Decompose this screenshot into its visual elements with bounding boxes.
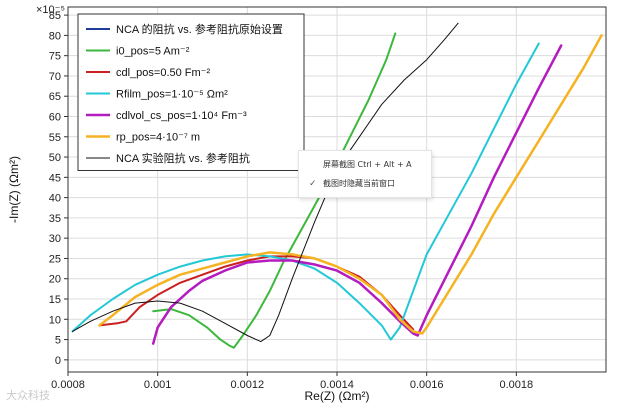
x-axis-label: Re(Z) (Ωm²) — [305, 389, 370, 403]
series-line-5 — [98, 34, 603, 335]
y-tick-label: 50 — [49, 152, 61, 164]
grid-lines — [67, 7, 606, 372]
y-tick-label: 85 — [49, 10, 61, 22]
y-tick-label: 25 — [49, 253, 61, 265]
series-line-4 — [151, 44, 563, 345]
y-tick-label: 10 — [49, 314, 61, 326]
x-tick-label: 0.0018 — [500, 379, 534, 391]
legend-entry: cdlvol_cs_pos=1·10⁴ Fm⁻³ — [116, 110, 247, 122]
y-tick-label: 5 — [55, 335, 61, 347]
y-axis-label: -Im(Z) (Ωm²) — [7, 156, 21, 223]
y-tick-label: 45 — [49, 172, 61, 184]
menu-item-hide-window[interactable]: 截图时隐藏当前窗口 — [323, 179, 395, 188]
y-tick-label: 60 — [49, 112, 61, 124]
legend-box — [77, 13, 305, 171]
series-line-1 — [152, 32, 397, 349]
menu-item-screenshot[interactable]: 屏幕截图 Ctrl + Alt + A — [323, 160, 412, 169]
y-axis-multiplier: ×10⁻⁵ — [36, 4, 65, 16]
axis-ticks: 0.0008 0.001 0.0012 0.0014 0.0016 0.0018 0 5 10 1… — [49, 10, 533, 391]
x-tick-label: 0.0008 — [51, 379, 85, 391]
y-tick-label: 20 — [49, 274, 61, 286]
series-layer — [71, 22, 603, 349]
legend-entry: NCA 的阻抗 vs. 参考阻抗原始设置 — [116, 22, 283, 36]
y-tick-label: 70 — [49, 71, 61, 83]
legend-entry: NCA 实验阻抗 vs. 参考阻抗 — [116, 151, 250, 165]
x-tick-label: 0.001 — [144, 379, 172, 391]
watermark: 大众科技 — [6, 389, 50, 402]
checkmark-icon: ✓ — [309, 179, 317, 189]
x-tick-label: 0.0016 — [410, 379, 444, 391]
y-tick-label: 0 — [55, 355, 61, 367]
y-tick-label: 40 — [49, 193, 61, 205]
y-tick-label: 65 — [49, 91, 61, 103]
context-menu: 屏幕截图 Ctrl + Alt + A ✓ 截图时隐藏当前窗口 — [298, 150, 432, 198]
x-tick-label: 0.0014 — [320, 379, 354, 391]
x-tick-label: 0.0012 — [231, 379, 265, 391]
legend-entry: Rfilm_pos=1·10⁻⁵ Ωm² — [116, 89, 228, 101]
y-tick-label: 30 — [49, 233, 61, 245]
series-line-6 — [72, 22, 459, 343]
y-tick-label: 35 — [49, 213, 61, 225]
legend-entry: rp_pos=4·10⁻⁷ m — [116, 132, 200, 144]
legend-entry: cdl_pos=0.50 Fm⁻² — [116, 67, 210, 79]
y-tick-label: 80 — [49, 30, 61, 42]
series-line-2 — [98, 255, 415, 331]
legend: NCA 的阻抗 vs. 参考阻抗原始设置 i0_pos=5 Am⁻² cdl_pos… — [77, 13, 305, 171]
legend-entry: i0_pos=5 Am⁻² — [116, 46, 190, 58]
y-tick-label: 75 — [49, 51, 61, 63]
y-tick-label: 55 — [49, 132, 61, 144]
series-line-3 — [71, 42, 540, 341]
y-tick-label: 15 — [49, 294, 61, 306]
